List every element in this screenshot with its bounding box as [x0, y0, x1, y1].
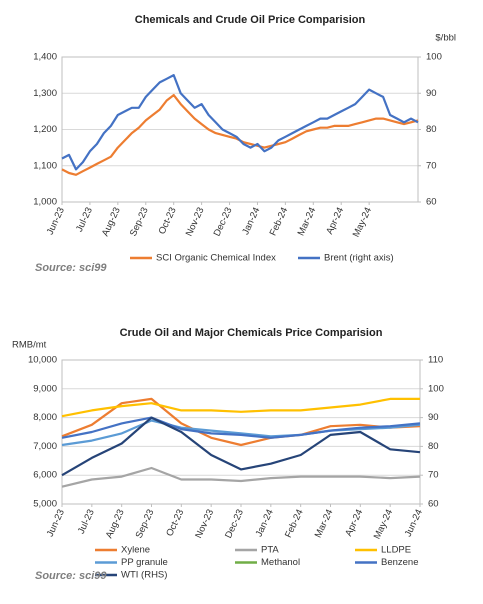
x-tick-label: Nov-23: [193, 508, 216, 540]
y-tick-label: 10,000: [28, 355, 57, 366]
legend-label: PP granule: [121, 557, 168, 568]
y2-tick-label: 90: [428, 412, 439, 423]
series-line: [61, 397, 421, 447]
y2-tick-label: 80: [426, 124, 437, 135]
y-tick-label: 7,000: [33, 441, 57, 452]
x-tick-label: Apr-24: [343, 508, 365, 538]
x-tick-label: Aug-23: [104, 508, 127, 540]
x-tick-label: Jul-23: [74, 206, 95, 234]
x-tick-label: Nov-23: [184, 206, 207, 238]
y2-tick-label: 100: [428, 383, 444, 394]
series-line: [61, 466, 421, 488]
x-tick-label: Jan-24: [240, 206, 262, 237]
y-tick-label: 8,000: [33, 412, 57, 423]
x-tick-label: Dec-23: [223, 508, 246, 540]
x-tick-label: Sep-23: [128, 206, 151, 238]
x-tick-label: May-24: [351, 206, 374, 239]
y2-tick-label: 70: [428, 470, 439, 481]
y2-tick-label: 70: [426, 160, 437, 171]
y-tick-label: 5,000: [33, 499, 57, 510]
x-tick-label: Feb-24: [283, 508, 306, 540]
x-tick-label: Jun-23: [45, 508, 67, 539]
plot-frame: [61, 359, 421, 505]
series-line: [61, 397, 420, 418]
x-tick-label: Oct-23: [164, 508, 186, 538]
source-note: Source: sci99: [35, 570, 107, 582]
x-tick-label: Jun-23: [45, 206, 67, 237]
x-tick-label: May-24: [372, 508, 395, 541]
y-tick-label: 1,200: [33, 124, 57, 135]
chart-title: Crude Oil and Major Chemicals Price Comp…: [120, 327, 383, 339]
y-tick-label: 1,100: [33, 160, 57, 171]
x-tick-label: Mar-24: [296, 206, 319, 238]
x-tick-label: Aug-23: [100, 206, 123, 238]
legend-label: Methanol: [261, 557, 300, 568]
series-line: [61, 419, 421, 447]
y-axis-label: RMB/mt: [12, 340, 47, 351]
x-tick-label: Mar-24: [313, 508, 336, 540]
legend-label: PTA: [261, 545, 279, 556]
legend-label: SCI Organic Chemical Index: [156, 253, 276, 264]
legend-label: Benzene: [381, 557, 419, 568]
x-tick-label: Jun-24: [403, 508, 425, 539]
legend-label: Xylene: [121, 545, 150, 556]
x-tick-label: Jan-24: [254, 508, 276, 539]
y2-axis-label: $/bbl: [435, 33, 456, 44]
y2-tick-label: 60: [426, 197, 437, 208]
series-line: [61, 74, 419, 171]
x-tick-label: Dec-23: [212, 206, 235, 238]
series-line: [61, 94, 419, 176]
x-tick-label: Oct-23: [157, 206, 179, 236]
legend-label: WTI (RHS): [121, 570, 167, 581]
y-tick-label: 1,400: [33, 52, 57, 63]
chart-title: Chemicals and Crude Oil Price Comparisio…: [135, 14, 366, 26]
series-line: [61, 416, 421, 439]
y-tick-label: 6,000: [33, 470, 57, 481]
y2-tick-label: 80: [428, 441, 439, 452]
plot-frame: [61, 56, 419, 203]
y2-tick-label: 60: [428, 499, 439, 510]
y-tick-label: 9,000: [33, 383, 57, 394]
legend-label: LLDPE: [381, 545, 411, 556]
series-line: [61, 416, 421, 477]
legend-label: Brent (right axis): [324, 253, 394, 264]
y-tick-label: 1,000: [33, 197, 57, 208]
source-note: Source: sci99: [35, 262, 107, 274]
y2-tick-label: 110: [428, 355, 443, 366]
y2-tick-label: 90: [426, 88, 437, 99]
x-tick-label: Sep-23: [134, 508, 157, 540]
y2-tick-label: 100: [426, 52, 442, 63]
x-tick-label: Apr-24: [324, 206, 346, 236]
y-tick-label: 1,300: [33, 88, 57, 99]
x-tick-label: Jul-23: [76, 508, 97, 536]
x-tick-label: Feb-24: [268, 206, 291, 238]
